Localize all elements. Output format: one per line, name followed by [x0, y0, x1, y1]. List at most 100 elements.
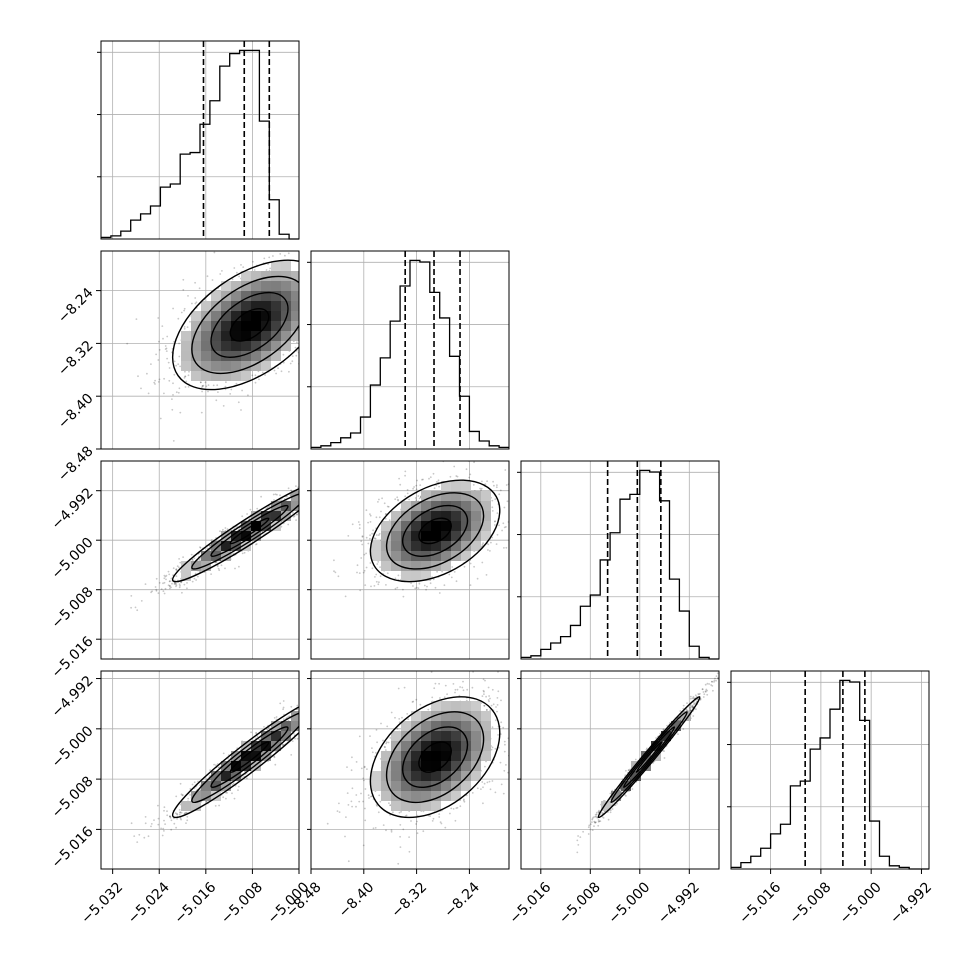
- scatter-point: [306, 711, 308, 713]
- scatter-point: [314, 497, 316, 499]
- scatter-point: [166, 810, 168, 813]
- scatter-point: [347, 535, 350, 537]
- scatter-point: [301, 719, 303, 721]
- density-cell: [441, 491, 451, 501]
- scatter-point: [273, 499, 275, 501]
- scatter-point: [163, 577, 166, 580]
- scatter-point: [363, 553, 366, 556]
- scatter-point: [164, 345, 167, 347]
- scatter-point: [308, 725, 310, 727]
- density-cell: [251, 271, 261, 281]
- scatter-point: [361, 543, 364, 546]
- density-cell: [261, 511, 271, 521]
- scatter-point: [155, 353, 158, 356]
- scatter-point: [169, 580, 171, 583]
- density-cell: [241, 361, 251, 371]
- scatter-point: [179, 411, 182, 414]
- scatter-point: [328, 305, 330, 307]
- scatter-point: [455, 475, 458, 477]
- density-cell: [381, 521, 391, 531]
- scatter-point: [386, 572, 389, 575]
- scatter-point: [157, 359, 160, 361]
- density-cell: [441, 561, 451, 571]
- scatter-point: [322, 291, 324, 293]
- scatter-point: [307, 499, 309, 501]
- scatter-point: [307, 334, 309, 336]
- scatter-point: [309, 293, 311, 295]
- scatter-point: [526, 530, 528, 532]
- scatter-point: [334, 571, 337, 574]
- scatter-point: [191, 783, 194, 786]
- scatter-point: [186, 815, 189, 818]
- scatter-point: [377, 296, 379, 298]
- density-cell: [431, 511, 441, 521]
- scatter-point: [316, 326, 318, 328]
- scatter-point: [199, 381, 202, 384]
- scatter-point: [487, 543, 490, 546]
- scatter-point: [498, 493, 501, 496]
- density-cell: [241, 371, 251, 381]
- scatter-point: [179, 561, 182, 564]
- scatter-point: [288, 370, 290, 373]
- scatter-point: [388, 519, 391, 521]
- density-cell: [231, 301, 241, 311]
- scatter-point: [415, 484, 418, 487]
- scatter-point: [362, 571, 365, 574]
- density-cell: [251, 351, 261, 361]
- density-cell: [291, 291, 299, 301]
- scatter-point: [417, 587, 420, 589]
- density-cell: [231, 281, 241, 291]
- scatter-point: [191, 302, 193, 305]
- scatter-point: [332, 306, 334, 308]
- density-cell: [411, 501, 421, 511]
- scatter-point: [321, 474, 323, 476]
- scatter-point: [307, 494, 309, 496]
- scatter-point: [481, 543, 484, 546]
- density-cell: [401, 531, 411, 541]
- scatter-point: [367, 542, 370, 545]
- scatter-point: [369, 562, 372, 564]
- density-cell: [181, 351, 191, 361]
- scatter-point: [319, 326, 321, 328]
- scatter-point: [167, 570, 170, 573]
- density-cell: [271, 281, 281, 291]
- scatter-point: [441, 570, 443, 573]
- scatter-point: [291, 355, 294, 357]
- scatter-point: [394, 587, 397, 590]
- scatter-point: [369, 521, 372, 523]
- density-cell: [421, 561, 431, 571]
- scatter-point: [317, 484, 319, 486]
- scatter-point: [303, 301, 305, 303]
- scatter-point: [375, 573, 378, 576]
- scatter-point: [304, 490, 306, 492]
- scatter-point: [315, 291, 317, 293]
- scatter-point: [455, 580, 458, 583]
- scatter-point: [431, 576, 433, 578]
- scatter-point: [335, 467, 337, 469]
- density-cell: [181, 341, 191, 351]
- scatter-point: [562, 505, 564, 507]
- scatter-point: [314, 492, 316, 494]
- scatter-point: [402, 588, 404, 591]
- scatter-point: [306, 501, 308, 503]
- scatter-point: [434, 586, 437, 589]
- scatter-point: [503, 526, 506, 529]
- scatter-point: [327, 495, 329, 497]
- scatter-point: [330, 316, 332, 318]
- scatter-point: [158, 340, 160, 343]
- scatter-point: [184, 370, 186, 373]
- scatter-point: [191, 558, 194, 561]
- scatter-point: [280, 499, 282, 501]
- scatter-point: [384, 517, 387, 520]
- scatter-point: [313, 307, 315, 309]
- scatter-point: [512, 449, 514, 451]
- scatter-point: [334, 478, 336, 480]
- scatter-point: [315, 310, 317, 312]
- density-cell: [201, 551, 211, 561]
- density-cell: [281, 271, 291, 281]
- density-cell: [211, 301, 221, 311]
- scatter-point: [175, 585, 177, 588]
- scatter-point: [135, 318, 138, 320]
- density-cell: [241, 311, 251, 321]
- scatter-point: [439, 455, 441, 457]
